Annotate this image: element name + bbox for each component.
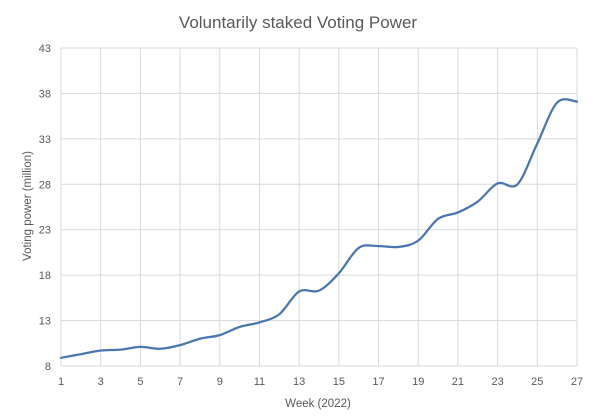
x-tick-label: 11 — [254, 376, 265, 388]
y-tick-label: 28 — [39, 179, 51, 191]
x-tick-label: 7 — [177, 376, 183, 388]
x-tick-label: 9 — [217, 376, 223, 388]
chart-title: Voluntarily staked Voting Power — [179, 13, 417, 32]
x-tick-label: 27 — [571, 376, 583, 388]
series-layer — [59, 98, 579, 359]
y-tick-label: 8 — [45, 361, 51, 373]
x-tick-label: 15 — [333, 376, 345, 388]
y-tick-label: 23 — [39, 225, 51, 237]
x-tick-label: 1 — [58, 376, 64, 388]
x-axis-title: Week (2022) — [285, 398, 351, 410]
x-tick-label: 19 — [412, 376, 424, 388]
x-tick-label: 13 — [293, 376, 305, 388]
y-axis-title: Voting power (million) — [22, 151, 34, 261]
y-axis-ticks: 8 13 18 23 28 33 38 43 — [39, 43, 51, 373]
x-tick-label: 5 — [137, 376, 143, 388]
x-axis-ticks: 1 3 5 7 9 11 13 15 17 19 21 23 25 27 — [58, 376, 583, 388]
x-tick-label: 3 — [98, 376, 104, 388]
gridlines — [60, 47, 578, 367]
y-tick-label: 33 — [39, 134, 51, 146]
y-tick-label: 18 — [39, 270, 51, 282]
x-tick-label: 21 — [452, 376, 464, 388]
y-tick-label: 43 — [39, 43, 51, 55]
series-line — [59, 98, 579, 359]
x-tick-label: 23 — [491, 376, 503, 388]
y-tick-label: 13 — [39, 316, 51, 328]
y-tick-label: 38 — [39, 88, 51, 100]
x-tick-label: 17 — [372, 376, 384, 388]
x-tick-label: 25 — [531, 376, 543, 388]
